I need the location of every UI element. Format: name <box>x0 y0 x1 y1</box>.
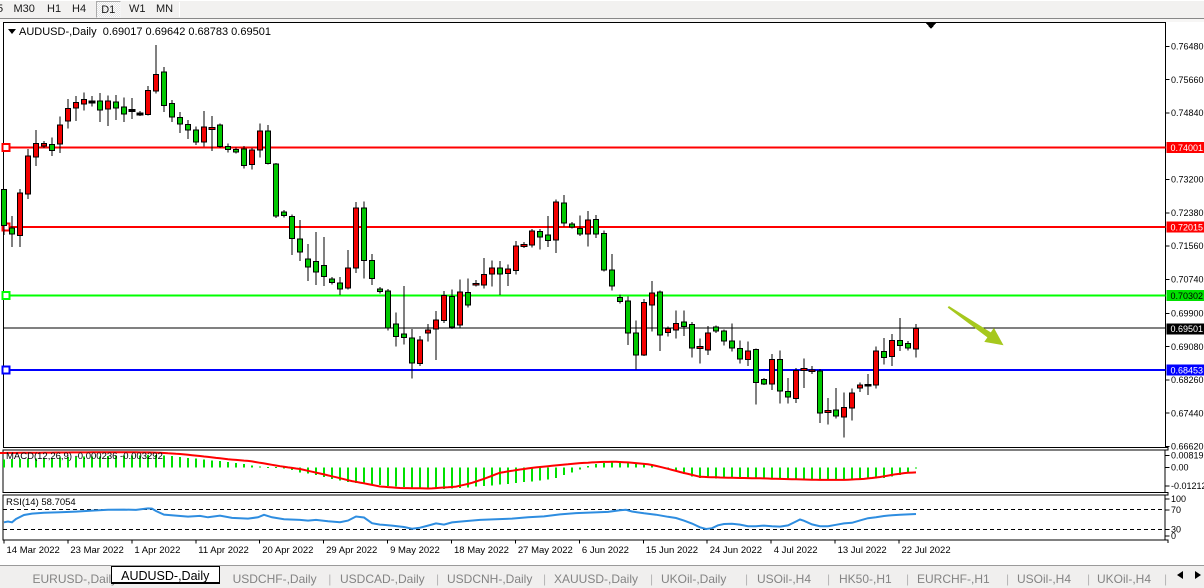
svg-text:0.69080: 0.69080 <box>1171 342 1204 352</box>
svg-text:11 Apr 2022: 11 Apr 2022 <box>198 545 249 556</box>
svg-text:0.72380: 0.72380 <box>1171 208 1204 218</box>
svg-text:0.70740: 0.70740 <box>1171 275 1204 285</box>
svg-text:29 Apr 2022: 29 Apr 2022 <box>326 545 377 556</box>
svg-text:20 Apr 2022: 20 Apr 2022 <box>262 545 313 556</box>
svg-text:0.69900: 0.69900 <box>1171 309 1204 319</box>
svg-text:24 Jun 2022: 24 Jun 2022 <box>710 545 762 556</box>
svg-text:0.66620: 0.66620 <box>1171 442 1204 452</box>
svg-text:0.72015: 0.72015 <box>1171 223 1204 233</box>
svg-text:0.76480: 0.76480 <box>1171 42 1204 52</box>
svg-text:0.68260: 0.68260 <box>1171 375 1204 385</box>
svg-text:27 May 2022: 27 May 2022 <box>518 545 573 556</box>
svg-text:100: 100 <box>1171 494 1186 504</box>
svg-text:15 Jun 2022: 15 Jun 2022 <box>646 545 698 556</box>
svg-text:14 Mar 2022: 14 Mar 2022 <box>7 545 60 556</box>
svg-text:0: 0 <box>1171 531 1176 541</box>
svg-text:0.75660: 0.75660 <box>1171 75 1204 85</box>
svg-text:18 May 2022: 18 May 2022 <box>454 545 509 556</box>
svg-text:0.73200: 0.73200 <box>1171 175 1204 185</box>
svg-text:RSI(14) 58.7054: RSI(14) 58.7054 <box>6 497 76 508</box>
svg-text:0.70302: 0.70302 <box>1171 291 1204 301</box>
svg-text:6 Jun 2022: 6 Jun 2022 <box>582 545 629 556</box>
svg-text:30: 30 <box>1171 525 1181 535</box>
svg-text:4 Jul 2022: 4 Jul 2022 <box>774 545 818 556</box>
svg-text:0.68453: 0.68453 <box>1171 366 1204 376</box>
svg-text:0.008197: 0.008197 <box>1171 451 1204 461</box>
svg-text:MACD(12,26,9) -0.000236 -0.003: MACD(12,26,9) -0.000236 -0.003292 <box>6 451 163 462</box>
svg-text:13 Jul 2022: 13 Jul 2022 <box>838 545 887 556</box>
svg-text:9 May 2022: 9 May 2022 <box>390 545 440 556</box>
svg-text:0.00: 0.00 <box>1171 463 1189 473</box>
svg-text:0.67440: 0.67440 <box>1171 408 1204 418</box>
svg-text:0.71560: 0.71560 <box>1171 241 1204 251</box>
svg-text:0.69501: 0.69501 <box>1171 324 1204 334</box>
svg-text:0.74001: 0.74001 <box>1171 143 1204 153</box>
svg-text:1 Apr 2022: 1 Apr 2022 <box>134 545 180 556</box>
svg-text:-0.01212: -0.01212 <box>1171 481 1204 491</box>
svg-text:70: 70 <box>1171 505 1181 515</box>
svg-text:23 Mar 2022: 23 Mar 2022 <box>70 545 123 556</box>
svg-text:0.74840: 0.74840 <box>1171 108 1204 118</box>
svg-text:22 Jul 2022: 22 Jul 2022 <box>902 545 951 556</box>
